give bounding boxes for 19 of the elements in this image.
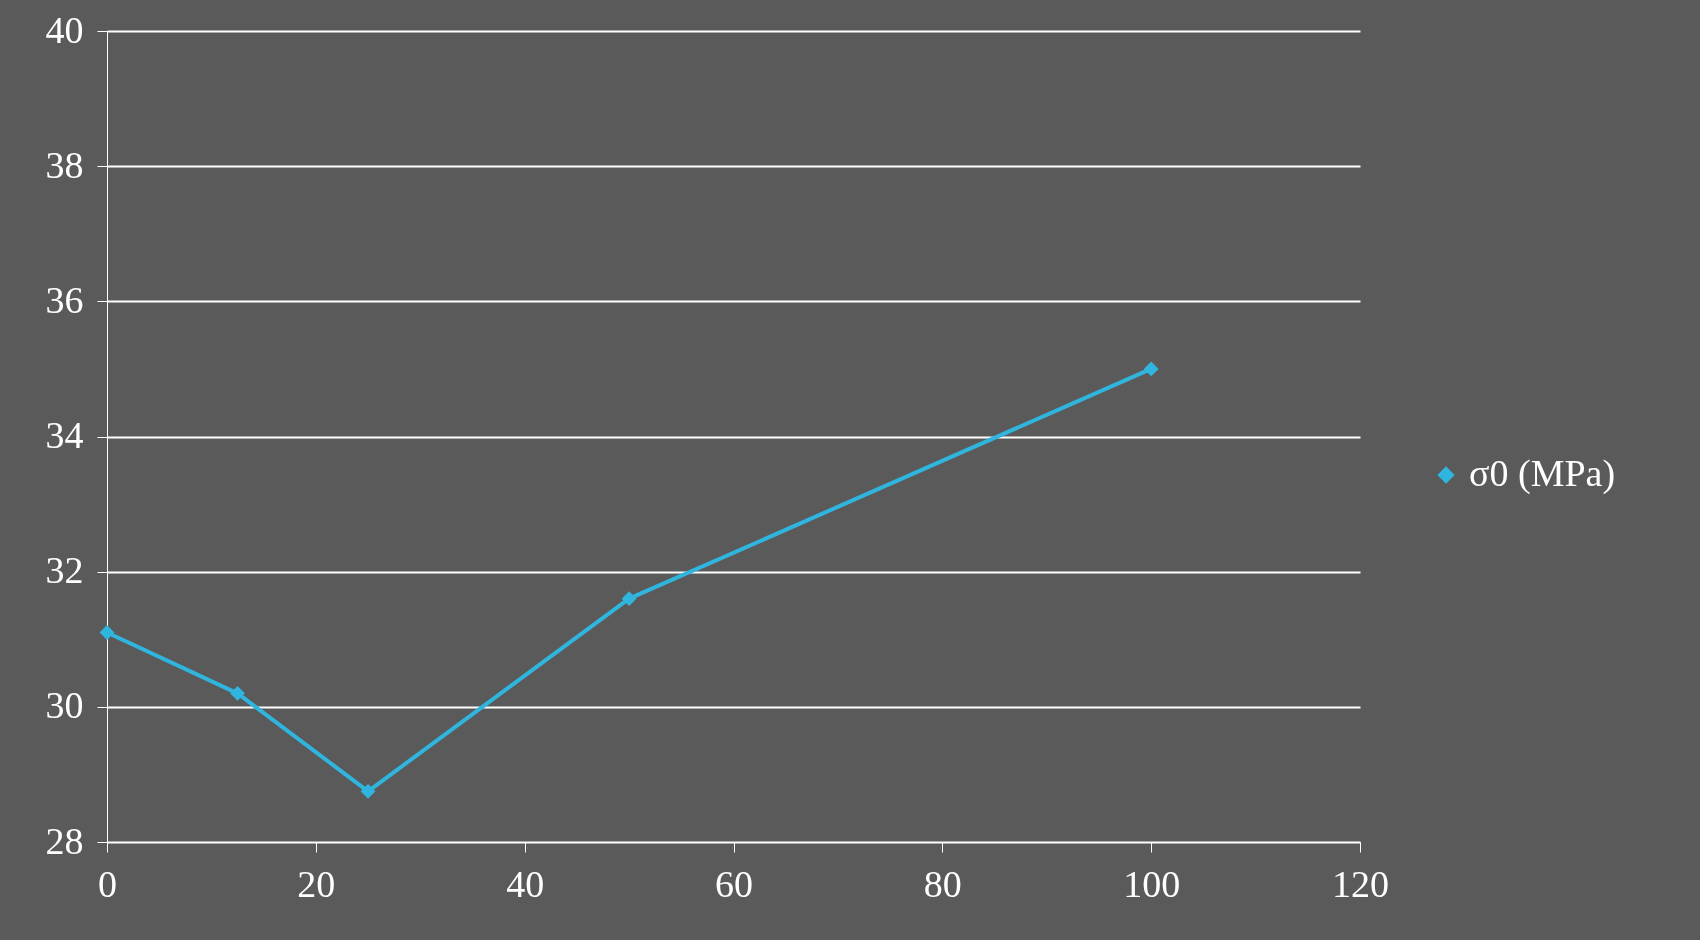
y-tick-label: 34 — [45, 414, 84, 456]
x-tick-label: 0 — [98, 862, 117, 905]
x-tick-label: 100 — [1123, 862, 1181, 905]
x-tick-label: 20 — [297, 862, 336, 905]
y-tick-label: 30 — [45, 684, 84, 727]
legend-label: σ0 (MPa) — [1469, 452, 1616, 495]
point — [1143, 361, 1159, 377]
x-tick-label: 120 — [1332, 862, 1389, 905]
x-tick-label: 60 — [715, 862, 753, 905]
y-tick-label: 40 — [45, 8, 84, 51]
y-tick-label: 36 — [45, 278, 84, 321]
y-tick-label: 28 — [45, 819, 84, 862]
point — [230, 685, 245, 701]
x-tick-label: 80 — [923, 862, 962, 905]
x-tick-label: 40 — [506, 862, 545, 905]
point — [621, 591, 637, 607]
y-tick-label: 32 — [45, 549, 84, 592]
point — [360, 783, 376, 799]
y-tick-label: 38 — [45, 143, 84, 186]
